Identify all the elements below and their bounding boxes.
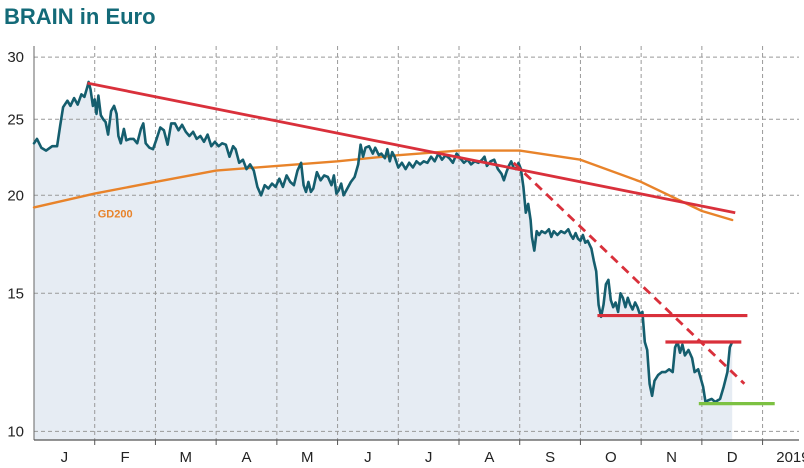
x-tick-label: 2019 (776, 449, 804, 466)
x-tick-label: M (301, 449, 314, 466)
x-tick-label: J (364, 449, 372, 466)
y-tick-label: 30 (7, 49, 24, 66)
series-line-gd200 (32, 149, 734, 222)
x-tick-label: M (180, 449, 193, 466)
y-tick-label: 15 (7, 285, 24, 302)
x-tick-label: S (545, 449, 555, 466)
trendline-solid (87, 81, 736, 215)
x-axis-ticks: J F M A M J J A S O N D 2019 (61, 440, 804, 466)
series-line-price (32, 80, 734, 404)
x-tick-label: A (241, 449, 251, 466)
y-tick-label: 20 (7, 187, 24, 204)
x-tick-label: O (605, 449, 617, 466)
x-tick-label: J (61, 449, 69, 466)
y-tick-label: 25 (7, 111, 24, 128)
label-layer: GD200 (98, 208, 133, 220)
x-tick-label: F (120, 449, 129, 466)
x-tick-label: A (484, 449, 494, 466)
x-tick-label: N (666, 449, 677, 466)
x-tick-label: J (425, 449, 433, 466)
chart-title: BRAIN in Euro (4, 4, 156, 29)
x-tick-label: D (727, 449, 738, 466)
trendline-dashed (512, 161, 746, 385)
y-axis-ticks: 10 15 20 25 30 (7, 49, 24, 440)
gd200-label: GD200 (98, 208, 133, 220)
trendline-layer (87, 81, 775, 406)
series-layer (32, 80, 734, 404)
grid-layer (33, 46, 799, 441)
y-tick-label: 10 (7, 423, 24, 440)
